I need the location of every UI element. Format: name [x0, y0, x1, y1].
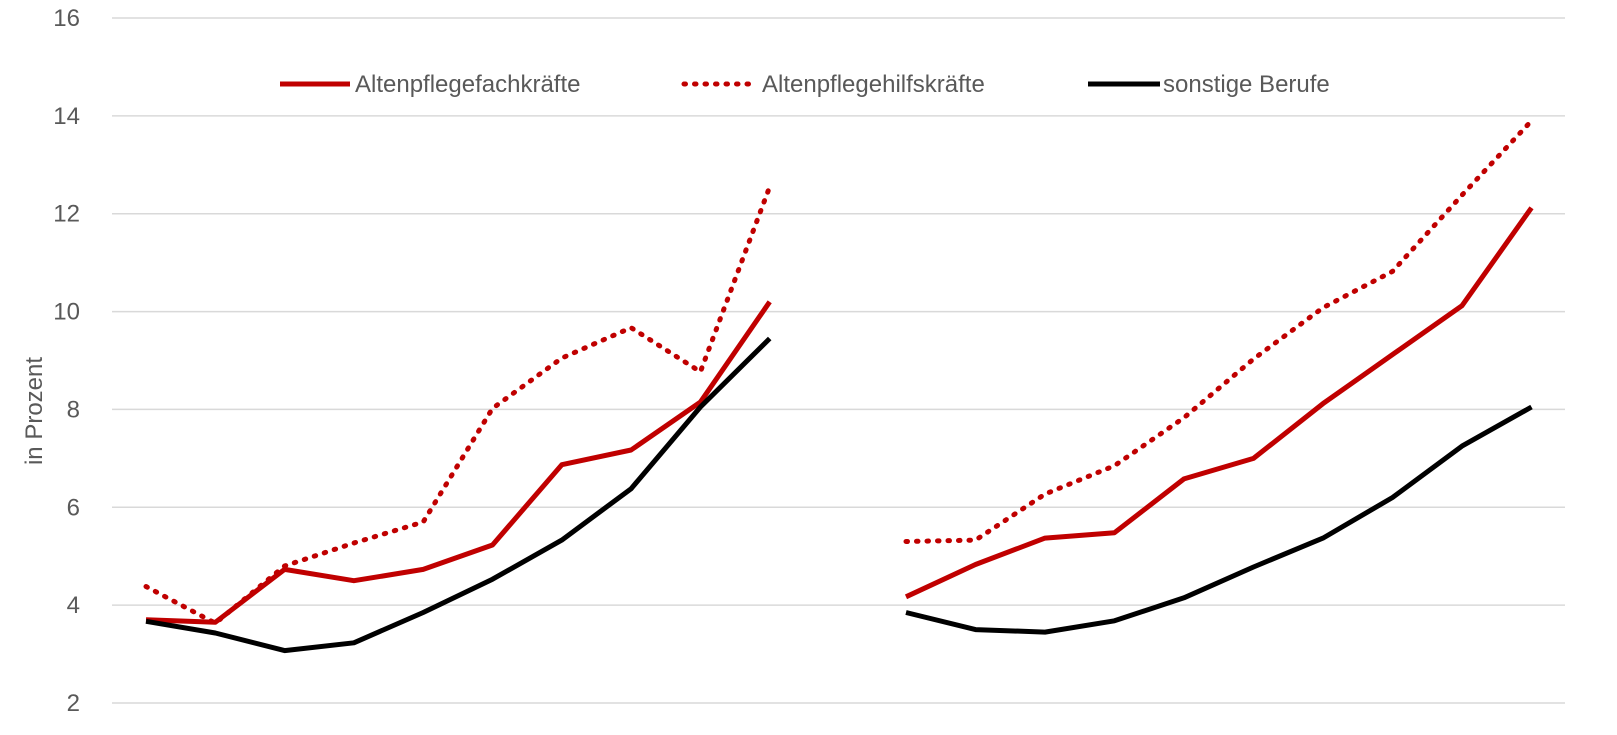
- y-axis-ticks: 2 4 6 8 10 12 14 16: [53, 5, 80, 717]
- y-tick-label: 14: [53, 103, 80, 130]
- y-tick-label: 16: [53, 5, 80, 32]
- legend-item-sonstige: sonstige Berufe: [1088, 71, 1330, 98]
- series-line-sonstige-group-2: [905, 404, 1533, 635]
- y-tick-label: 6: [67, 494, 80, 521]
- series-line-fachkraefte-group-2: [904, 206, 1534, 600]
- y-tick-label: 2: [67, 690, 80, 717]
- legend-label-fachkraefte: Altenpflegefachkräfte: [355, 71, 580, 98]
- series-line-fachkraefte-group-1: [145, 300, 772, 625]
- legend: Altenpflegefachkräfte Altenpflegehilfskr…: [280, 71, 1330, 98]
- y-axis-label: in Prozent: [21, 357, 48, 465]
- legend-item-fachkraefte: Altenpflegefachkräfte: [280, 71, 580, 98]
- y-tick-label: 12: [53, 201, 80, 228]
- y-tick-label: 4: [67, 592, 80, 619]
- y-tick-label: 10: [53, 299, 80, 326]
- gridlines: [112, 17, 1565, 704]
- legend-item-hilfskraefte: Altenpflegehilfskräfte: [681, 71, 985, 98]
- series-lines: [143, 118, 1534, 654]
- series-line-hilfskraefte-group-2: [903, 118, 1534, 544]
- series-line-hilfskraefte-group-1: [143, 184, 773, 626]
- legend-label-sonstige: sonstige Berufe: [1163, 71, 1330, 98]
- y-tick-label: 8: [67, 396, 80, 423]
- legend-label-hilfskraefte: Altenpflegehilfskräfte: [762, 71, 985, 98]
- series-line-sonstige-group-1: [145, 336, 772, 654]
